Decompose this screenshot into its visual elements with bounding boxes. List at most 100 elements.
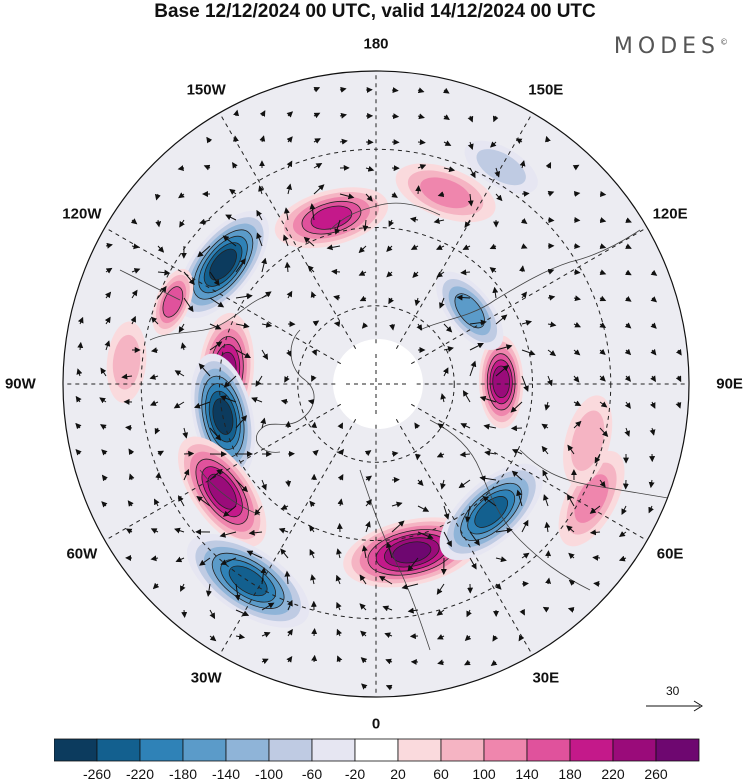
longitude-label: 120E xyxy=(652,205,688,223)
longitude-label: 60E xyxy=(656,545,684,563)
wind-arrow xyxy=(104,340,111,351)
wind-arrow xyxy=(101,474,108,482)
wind-arrow xyxy=(261,602,275,611)
wind-arrow xyxy=(284,261,291,273)
longitude-label: 60W xyxy=(66,545,98,563)
wind-arrow xyxy=(235,258,246,273)
longitude-label: 30W xyxy=(190,669,222,687)
wind-arrow xyxy=(545,135,551,143)
wind-arrow xyxy=(125,424,133,431)
wind-arrow xyxy=(443,140,452,146)
wind-arrow xyxy=(389,323,396,331)
wind-arrow xyxy=(285,479,292,488)
wind-arrow xyxy=(650,296,658,303)
wind-arrow xyxy=(675,375,682,383)
colorbar-segment xyxy=(526,738,571,762)
wind-arrow xyxy=(286,656,293,663)
wind-arrow xyxy=(220,557,237,566)
wind-arrow xyxy=(335,574,342,585)
wind-arrow xyxy=(495,583,502,590)
wind-arrow xyxy=(310,574,316,585)
longitude-label: 30E xyxy=(532,669,560,687)
wind-arrow xyxy=(599,191,607,198)
wind-arrow xyxy=(337,498,344,507)
wind-arrow xyxy=(624,427,631,437)
wind-arrow xyxy=(177,165,185,172)
wind-arrow xyxy=(547,268,555,275)
wind-arrow xyxy=(360,657,368,664)
coastline xyxy=(359,469,431,651)
wind-arrow xyxy=(618,531,627,538)
contour-band xyxy=(310,205,353,230)
wind-arrow xyxy=(256,209,263,221)
colorbar xyxy=(54,738,700,762)
wind-arrow xyxy=(521,190,530,197)
wind-arrow xyxy=(625,243,632,249)
wind-arrow xyxy=(220,395,237,403)
wind-arrow xyxy=(326,244,341,251)
anomaly-cell xyxy=(177,436,267,547)
colorbar-segment xyxy=(354,738,399,762)
wind-arrow xyxy=(307,399,315,405)
wind-arrow xyxy=(104,316,111,325)
colorbar-tick-label: 60 xyxy=(433,766,449,782)
wind-arrow xyxy=(235,609,250,617)
coastline xyxy=(199,469,261,516)
wind-arrow xyxy=(573,243,581,250)
wind-arrow xyxy=(197,245,211,258)
longitude-label: 120W xyxy=(62,205,102,223)
wind-arrow xyxy=(75,395,82,403)
wind-arrow xyxy=(154,193,161,201)
wind-arrow xyxy=(511,470,523,481)
contour-band xyxy=(209,248,237,281)
wind-arrow xyxy=(337,473,344,481)
wind-arrow xyxy=(624,322,632,329)
wind-arrow xyxy=(203,164,211,171)
wind-arrow xyxy=(222,235,237,247)
wind-arrow xyxy=(469,557,477,570)
wind-arrow xyxy=(573,375,580,383)
wind-arrow xyxy=(309,203,316,221)
wind-arrow xyxy=(178,495,185,507)
wind-arrow xyxy=(209,341,223,351)
wind-arrow xyxy=(417,479,424,487)
wind-arrow xyxy=(519,265,526,273)
colorbar-tick-label: -260 xyxy=(82,766,112,782)
wind-arrow xyxy=(386,245,393,252)
coastline xyxy=(519,449,681,501)
wind-arrow xyxy=(280,548,289,559)
wind-arrow xyxy=(483,423,497,430)
colorbar-tick-label: -60 xyxy=(301,766,323,782)
wind-arrow xyxy=(209,271,220,287)
wind-arrow xyxy=(510,401,523,413)
wind-arrow xyxy=(101,501,108,508)
wind-arrow xyxy=(414,422,421,430)
wind-arrow xyxy=(362,219,369,232)
wind-arrow xyxy=(261,321,273,328)
wind-arrow xyxy=(150,316,159,325)
wind-arrow xyxy=(223,375,237,388)
wind-arrow xyxy=(440,479,446,490)
wind-arrow xyxy=(649,401,656,409)
wind-arrow xyxy=(99,397,107,404)
latitude-circle xyxy=(297,305,455,463)
wind-arrow xyxy=(618,555,627,562)
wind-arrow xyxy=(309,524,315,533)
wind-arrow xyxy=(547,349,557,357)
wind-arrow xyxy=(417,87,425,94)
wind-arrow xyxy=(285,420,292,429)
wind-arrow xyxy=(544,521,551,533)
wind-arrow xyxy=(259,135,266,143)
wind-arrow xyxy=(336,548,342,559)
wind-arrow xyxy=(435,244,445,250)
wind-arrow xyxy=(282,234,289,247)
wind-arrow xyxy=(495,193,503,202)
wind-arrow xyxy=(286,111,294,118)
colorbar-tick-label: 180 xyxy=(558,766,582,782)
wind-arrow xyxy=(573,295,581,302)
reference-vector-arrow xyxy=(646,700,703,712)
contour-band xyxy=(392,541,432,564)
wind-arrow xyxy=(469,319,487,326)
wind-arrow xyxy=(199,557,211,566)
wind-arrow xyxy=(311,421,318,429)
